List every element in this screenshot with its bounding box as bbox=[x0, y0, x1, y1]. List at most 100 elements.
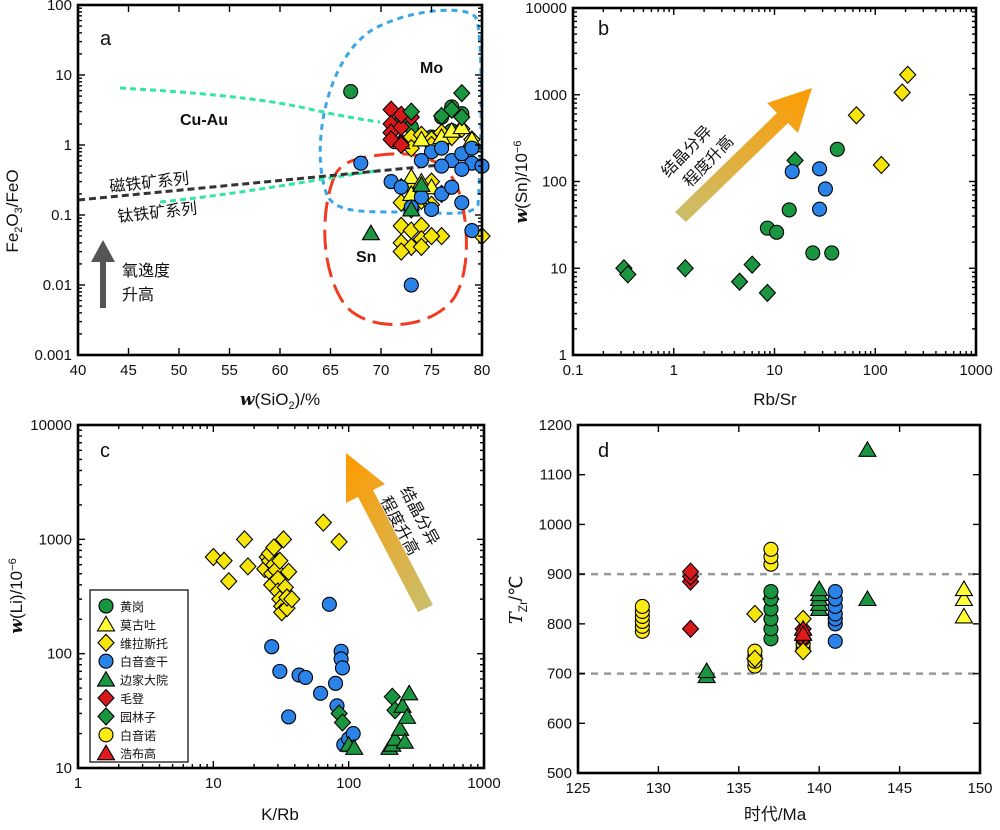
panel-a-point-baiyinchagan bbox=[423, 201, 440, 218]
panel-c-point-baiyinchagan bbox=[272, 663, 288, 679]
panel-d-ytick-label: 600 bbox=[547, 715, 572, 732]
panel-b: b 结晶分异 程度升高 0.1 1 10 100 1000110100100010000… bbox=[512, 0, 993, 409]
panel-c-frame bbox=[76, 423, 486, 770]
panel-a-point-huanggang bbox=[343, 84, 359, 100]
panel-c-point-weilasituo bbox=[274, 530, 293, 549]
panel-d-point-bianjiadayuan bbox=[809, 579, 829, 597]
legend-label-maodeng: 毛登 bbox=[120, 691, 144, 706]
panel-d-xtick-label: 140 bbox=[807, 780, 832, 797]
panel-b-point-baiyinchagan bbox=[812, 201, 828, 217]
panel-c-point-baiyinchagan bbox=[334, 660, 351, 676]
panel-c-point-bianjiadayuan bbox=[385, 729, 405, 746]
legend-marker-yuanlinzi bbox=[97, 707, 115, 726]
panel-a-point-baiyinchagan bbox=[444, 179, 460, 195]
panel-a-xtick-label: 45 bbox=[120, 362, 137, 379]
panel-d-point-bianjiadayuan bbox=[697, 661, 717, 679]
panel-d-point-weilasituo bbox=[746, 649, 764, 668]
panel-d-letter: d bbox=[598, 440, 609, 462]
panel-d-point-weilasituo bbox=[794, 641, 812, 661]
panel-d-point-weilasituo bbox=[746, 604, 764, 624]
mo-field-label: Mo bbox=[420, 60, 443, 77]
panel-b-point-baiyinchagan bbox=[784, 164, 800, 180]
legend-label-haobugao: 浩布高 bbox=[120, 746, 156, 761]
panel-a-letter: a bbox=[100, 28, 112, 50]
panel-d-point-maodeng bbox=[681, 562, 700, 581]
panel-d-ytick-label: 1200 bbox=[539, 417, 572, 434]
panel-b-point-yuanlinzi bbox=[743, 255, 761, 274]
panel-d-point-bianjiadayuan bbox=[857, 440, 877, 457]
panel-a-point-baiyinchagan bbox=[434, 140, 450, 156]
panel-b-point-weilasituo bbox=[847, 105, 866, 125]
panel-b-letter: b bbox=[598, 18, 609, 40]
panel-a-point-mogutu bbox=[401, 167, 421, 184]
panel-a-xtick-label: 70 bbox=[373, 362, 390, 379]
panel-d-ytick-label: 800 bbox=[547, 616, 572, 633]
panel-a-xtick-label: 75 bbox=[423, 362, 440, 379]
panel-b-point-weilasituo bbox=[898, 65, 917, 85]
panel-d-xlabel: 时代/Ma bbox=[744, 805, 807, 824]
panel-c-point-bianjiadayuan bbox=[397, 707, 417, 724]
panel-a-ytick-label: 100 bbox=[47, 0, 72, 14]
panel-a-ytick-label: 10 bbox=[55, 67, 72, 84]
legend-marker-weilasituo bbox=[97, 633, 115, 653]
panel-d-point-haobugao bbox=[793, 624, 813, 641]
panel-d-xtick-label: 135 bbox=[726, 780, 751, 797]
panel-c-xtick-label: 100 bbox=[336, 775, 361, 792]
panel-a-point-weilasituo bbox=[422, 226, 441, 246]
panel-d-point-mogutu bbox=[954, 579, 974, 597]
panel-b-xtick-label: 0.1 bbox=[563, 362, 584, 379]
panel-b-points bbox=[615, 65, 917, 303]
panel-d-axes: 125 130 135 140 145 150 500 600 700 800 900 1000 110… bbox=[539, 417, 993, 797]
panel-a-point-yuanlinzi bbox=[453, 83, 471, 103]
panel-a-points bbox=[343, 83, 491, 293]
panel-c-point-weilasituo bbox=[330, 532, 348, 552]
panel-d-point-mogutu bbox=[954, 607, 974, 624]
panel-a-point-baiyinchagan bbox=[353, 155, 369, 171]
legend-label-baiyinnuo: 白音诺 bbox=[120, 728, 156, 743]
panel-c-point-weilasituo bbox=[314, 513, 333, 532]
panel-b-point-yuanlinzi bbox=[758, 283, 777, 303]
sn-field-boundary bbox=[323, 152, 468, 326]
panel-c-ytick-label: 1000 bbox=[39, 531, 72, 548]
panel-c-point-baiyinchagan bbox=[297, 669, 314, 685]
panel-d-ytick-label: 1100 bbox=[540, 467, 572, 484]
panel-a-xtick-label: 50 bbox=[171, 362, 188, 379]
legend-label-mogutu: 莫古吐 bbox=[120, 617, 156, 632]
panel-b-xtick-label: 10 bbox=[766, 362, 783, 379]
panel-c-point-bianjiadayuan bbox=[395, 732, 415, 749]
panel-d-point-mogutu bbox=[954, 589, 974, 607]
panel-a-point-baiyinchagan bbox=[413, 189, 429, 205]
panel-c-point-weilasituo bbox=[235, 530, 254, 549]
panel-c-point-bianjiadayuan bbox=[344, 738, 364, 755]
panel-d-xtick-label: 150 bbox=[967, 780, 992, 797]
panel-c-point-weilasituo bbox=[215, 551, 233, 571]
panel-b-point-yuanlinzi bbox=[676, 258, 694, 278]
panel-c-point-weilasituo bbox=[283, 589, 301, 609]
panel-b-ytick-label: 1000 bbox=[534, 87, 567, 104]
panel-a-ylabel: Fe2O3/FeO bbox=[3, 169, 25, 252]
panel-a-point-maodeng bbox=[392, 135, 410, 155]
legend-marker-haobugao bbox=[96, 744, 116, 761]
legend-marker-mogutu bbox=[96, 615, 116, 632]
legend-label-baiyinchagan: 白音查干 bbox=[120, 654, 168, 669]
panel-a-point-mogutu bbox=[411, 130, 431, 147]
panel-a-point-baiyinchagan bbox=[464, 140, 480, 156]
panel-a-point-baiyinchagan bbox=[464, 222, 480, 239]
panel-b-ylabel: w(Sn)/10−6 bbox=[512, 141, 532, 224]
panel-a-xtick-label: 55 bbox=[221, 362, 238, 379]
panel-b-point-huanggang bbox=[824, 245, 840, 261]
magnetite-ilmenite-divider bbox=[77, 163, 441, 202]
panel-d-point-baiyinchagan bbox=[827, 583, 843, 600]
panel-c-point-yuanlinzi bbox=[333, 713, 352, 732]
legend-marker-baiyinnuo bbox=[98, 727, 114, 743]
panel-a-point-bianjiadayuan bbox=[401, 200, 421, 217]
panel-c-xtick-label: 10 bbox=[205, 775, 222, 792]
panel-c-xtick-label: 1 bbox=[74, 775, 82, 792]
panel-b-ytick-label: 10 bbox=[550, 260, 567, 277]
panel-b-point-weilasituo bbox=[893, 83, 911, 102]
panel-c-point-baiyinchagan bbox=[345, 726, 361, 742]
panel-c-point-weilasituo bbox=[271, 551, 289, 571]
panel-c-point-baiyinchagan bbox=[313, 685, 329, 701]
panel-a-point-baiyinchagan bbox=[413, 152, 429, 169]
